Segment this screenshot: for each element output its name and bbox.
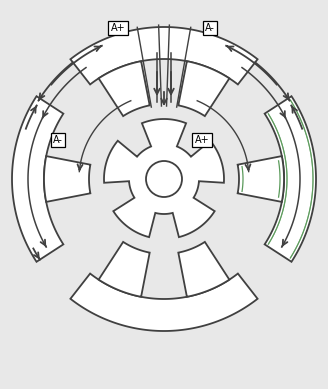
Polygon shape bbox=[12, 96, 63, 262]
Polygon shape bbox=[265, 96, 316, 262]
Polygon shape bbox=[99, 61, 150, 116]
Polygon shape bbox=[71, 27, 257, 84]
Text: A-: A- bbox=[53, 135, 63, 145]
Text: A+: A+ bbox=[195, 135, 209, 145]
Polygon shape bbox=[104, 119, 224, 237]
Polygon shape bbox=[71, 273, 257, 331]
Text: A-: A- bbox=[205, 23, 215, 33]
Polygon shape bbox=[178, 242, 229, 297]
Polygon shape bbox=[237, 156, 284, 202]
Circle shape bbox=[146, 161, 182, 197]
Polygon shape bbox=[178, 61, 229, 116]
Text: A+: A+ bbox=[111, 23, 125, 33]
Polygon shape bbox=[44, 156, 91, 202]
Polygon shape bbox=[99, 242, 150, 297]
